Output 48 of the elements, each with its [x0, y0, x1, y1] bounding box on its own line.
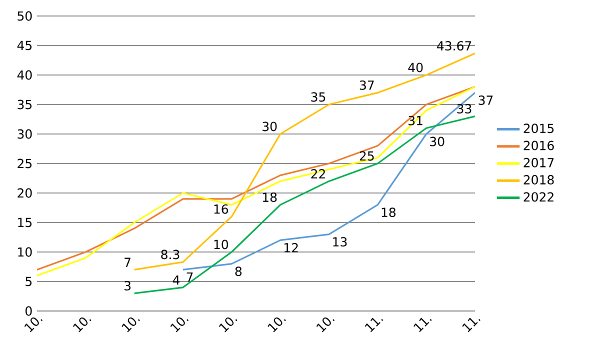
- data-label: 37: [360, 80, 374, 90]
- x-tick-label: 10.: [219, 317, 238, 332]
- y-tick-label: 30: [18, 129, 32, 139]
- data-label: 8.3: [161, 250, 180, 260]
- y-tick-label: 50: [18, 11, 32, 21]
- y-tick-label: 10: [18, 247, 32, 257]
- data-label: 33: [457, 104, 472, 114]
- legend-label: 2022: [524, 192, 554, 202]
- data-label: 10: [214, 240, 228, 250]
- y-tick-label: 45: [17, 40, 32, 50]
- legend-label: 2015: [524, 124, 554, 134]
- y-tick-label: 0: [26, 306, 32, 316]
- legend-label: 2018: [524, 175, 554, 185]
- data-label: 30: [430, 136, 444, 146]
- y-tick-label: 15: [18, 218, 32, 228]
- data-label: 7: [186, 272, 193, 282]
- y-tick-label: 40: [17, 70, 32, 80]
- data-label: 8: [235, 266, 242, 276]
- x-tick-label: 10.: [268, 317, 286, 332]
- data-label: 30: [262, 122, 277, 132]
- data-label: 13: [333, 237, 347, 247]
- data-label: 16: [214, 204, 228, 214]
- data-label: 7: [124, 258, 130, 267]
- x-tick-label: 10.: [24, 317, 43, 332]
- y-tick-label: 20: [18, 188, 32, 198]
- data-label: 4: [172, 275, 180, 285]
- line-series: [134, 115, 475, 294]
- data-label: 35: [311, 92, 326, 102]
- data-label: 12: [284, 242, 298, 252]
- data-label: 18: [382, 208, 396, 218]
- x-tick-label: 11.: [364, 318, 384, 332]
- y-tick-label: 25: [18, 158, 32, 168]
- data-label: 37: [478, 95, 493, 105]
- data-label: 25: [360, 151, 374, 161]
- data-label: 18: [263, 192, 277, 202]
- legend-label: 2017: [524, 158, 554, 168]
- x-tick-label: 10.: [73, 317, 92, 332]
- legend-label: 2016: [524, 140, 554, 150]
- data-label: 43.67: [437, 41, 472, 51]
- y-tick-label: 35: [18, 100, 32, 110]
- x-tick-label: 11.: [414, 318, 432, 332]
- x-tick-label: 11.: [462, 318, 480, 332]
- x-tick-label: 10.: [316, 317, 335, 332]
- x-tick-label: 10.: [122, 317, 140, 332]
- y-tick-label: 5: [26, 276, 32, 286]
- data-label: 40: [408, 62, 423, 72]
- x-tick-label: 10.: [170, 317, 189, 332]
- data-label: 3: [124, 281, 131, 290]
